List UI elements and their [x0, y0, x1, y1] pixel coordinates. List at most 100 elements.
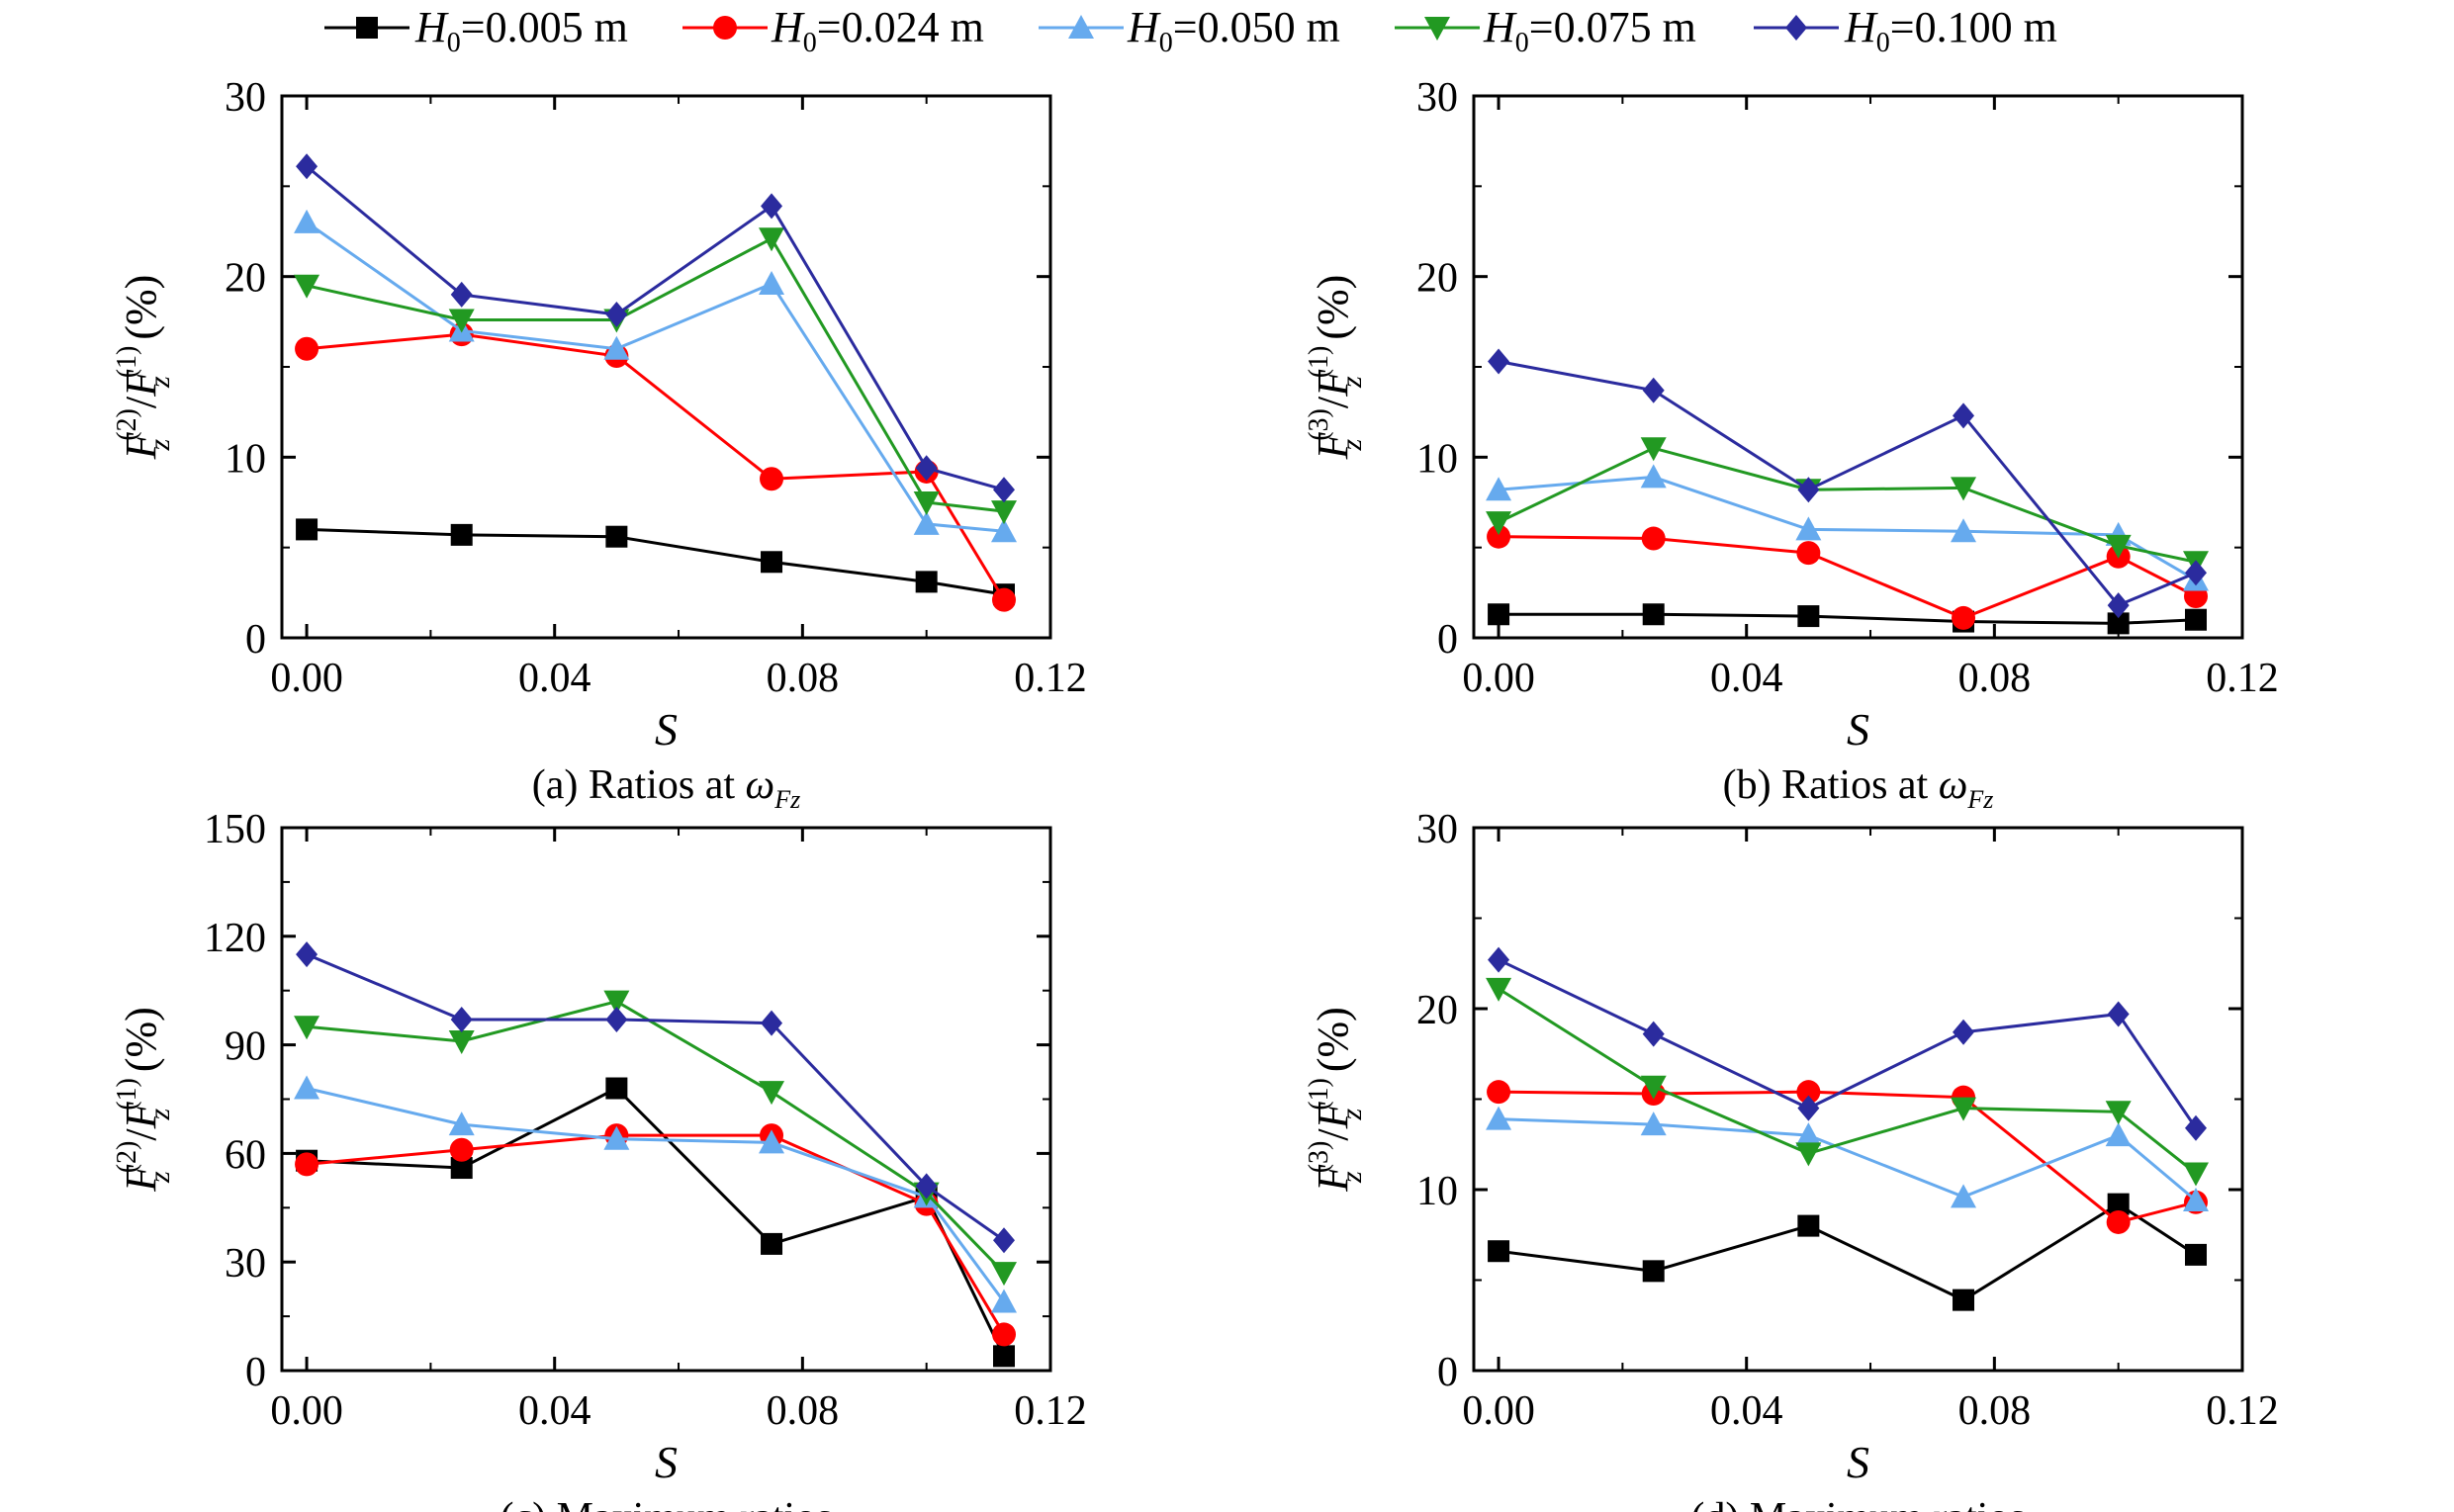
data-point — [993, 1227, 1016, 1254]
x-tick-label: 0.08 — [767, 656, 840, 701]
panel-caption: (a) Ratios at ωFz — [532, 762, 800, 814]
series-line — [306, 1000, 1006, 1275]
ylabel-slash: / — [1309, 1128, 1357, 1141]
y-tick-label: 0 — [245, 617, 266, 663]
ylabel-unit: (%) — [117, 1007, 165, 1072]
data-point — [449, 1137, 474, 1162]
data-point — [1795, 1122, 1822, 1147]
ylabel-order: (1) — [1304, 346, 1334, 379]
data-point — [296, 518, 318, 541]
series-line — [306, 165, 1005, 491]
data-point — [1797, 605, 1820, 628]
y-tick-label: 120 — [204, 916, 266, 961]
panel-caption: (b) Ratios at ωFz — [1723, 762, 1994, 814]
legend-label: H0=0.075 m — [1483, 3, 1696, 58]
legend-item: H0=0.005 m — [324, 3, 628, 58]
ylabel-slash: / — [1309, 396, 1357, 408]
data-point — [605, 1077, 628, 1100]
y-tick-label: 150 — [204, 807, 266, 852]
legend-value: =0.050 m — [1173, 3, 1340, 51]
series-line — [1499, 612, 2197, 625]
plot-frame — [280, 94, 1052, 640]
data-point — [1953, 1289, 1975, 1311]
y-tick-label: 30 — [1416, 75, 1458, 121]
data-point — [1953, 1019, 1975, 1045]
legend-item: H0=0.050 m — [1039, 3, 1340, 58]
data-point — [2107, 592, 2130, 619]
series-line — [1498, 1201, 2197, 1302]
series-line — [306, 332, 1006, 601]
panel-caption: (d) Maximum ratios — [1690, 1495, 2025, 1512]
data-series — [1486, 437, 2210, 576]
ylabel-sub: z — [1335, 1108, 1368, 1120]
series-line — [1498, 987, 2197, 1175]
data-point — [294, 1016, 320, 1040]
x-axis-label: S — [655, 1437, 678, 1487]
y-tick-label: 20 — [1416, 988, 1458, 1033]
ylabel-F: F — [117, 431, 165, 460]
data-point — [2105, 1122, 2132, 1147]
legend-subscript: 0 — [1876, 28, 1890, 58]
data-point — [1487, 1080, 1511, 1105]
data-point — [294, 1075, 320, 1100]
x-tick-label: 0.00 — [1462, 656, 1535, 701]
data-point — [2183, 1162, 2210, 1187]
caption-text: (a) Ratios at — [532, 762, 746, 808]
ylabel-sub: z — [1335, 1171, 1368, 1184]
x-tick-label: 0.00 — [1462, 1388, 1535, 1434]
data-point — [2185, 1243, 2208, 1266]
series-line — [1498, 475, 2197, 581]
data-point — [915, 571, 938, 593]
legend-label: H0=0.050 m — [1127, 3, 1340, 58]
data-series — [294, 1075, 1018, 1313]
data-point — [295, 1152, 319, 1177]
y-tick-label: 10 — [1416, 436, 1458, 482]
y-tick-label: 0 — [1437, 1350, 1458, 1395]
ylabel-slash: / — [117, 1128, 165, 1141]
x-tick-label: 0.00 — [270, 1388, 343, 1434]
data-point — [296, 941, 318, 968]
data-point — [450, 1006, 473, 1032]
ylabel-order: (3) — [1304, 408, 1334, 441]
legend-subscript: 0 — [1159, 28, 1173, 58]
plot-frame — [280, 826, 1052, 1373]
data-point — [993, 477, 1016, 503]
ylabel-F: F — [1309, 1101, 1357, 1129]
series-line — [1498, 360, 2197, 607]
legend-marker — [1424, 17, 1450, 41]
data-point — [1640, 437, 1667, 462]
data-point — [913, 491, 940, 515]
data-point — [759, 270, 785, 295]
data-series — [295, 322, 1017, 612]
y-axis-label: Fz(2)/Fz(1)(%) — [112, 1007, 176, 1193]
y-tick-label: 0 — [1437, 617, 1458, 663]
y-tick-label: 20 — [225, 256, 266, 302]
legend-symbol: H — [771, 3, 805, 51]
data-point — [448, 309, 475, 333]
x-tick-label: 0.04 — [1710, 656, 1783, 701]
x-tick-label: 0.08 — [767, 1388, 840, 1434]
legend-subscript: 0 — [803, 28, 817, 58]
legend-value: =0.075 m — [1529, 3, 1696, 51]
ylabel-F: F — [117, 369, 165, 398]
x-axis-label: S — [1847, 704, 1869, 755]
y-tick-label: 10 — [1416, 1169, 1458, 1214]
data-point — [2185, 608, 2208, 631]
data-point — [605, 525, 628, 548]
ylabel-sub: z — [1335, 376, 1368, 389]
data-series — [296, 153, 1016, 503]
legend-label: H0=0.100 m — [1844, 3, 2057, 58]
ylabel-unit: (%) — [1309, 1007, 1357, 1072]
data-series — [1488, 1193, 2208, 1311]
data-point — [1488, 946, 1510, 973]
y-axis-label: Fz(3)/Fz(1)(%) — [1304, 1007, 1368, 1193]
data-point — [759, 1129, 785, 1154]
ylabel-order: (2) — [112, 1141, 142, 1174]
ylabel-unit: (%) — [1309, 275, 1357, 340]
series-line — [1499, 1090, 2197, 1224]
legend-symbol: H — [414, 3, 449, 51]
data-point — [1642, 1021, 1665, 1047]
data-point — [448, 1029, 475, 1054]
ylabel-F: F — [1309, 369, 1357, 398]
series-line — [306, 236, 1005, 513]
